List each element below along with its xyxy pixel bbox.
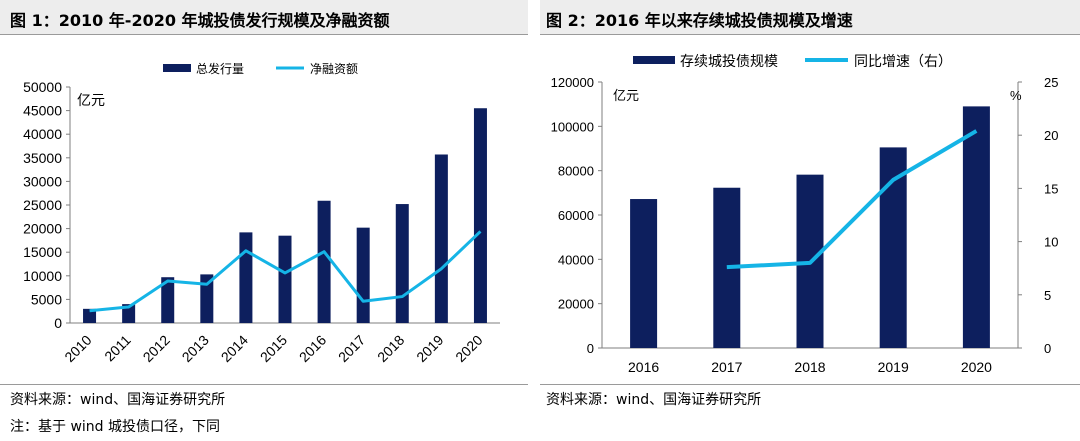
figure1-header-rule bbox=[0, 34, 528, 35]
y-tick-label: 50000 bbox=[23, 79, 62, 95]
outstanding-chart: 0 20000 40000 60000 80000 100000 120000 0 5 10 15 2… bbox=[551, 53, 1059, 375]
issuance-chart: 0 5000 10000 15000 20000 25000 30000 35000 40000… bbox=[23, 61, 500, 365]
y-tick-label: 25000 bbox=[23, 197, 62, 213]
figure2-source: 资料来源：wind、国海证券研究所 bbox=[546, 392, 762, 408]
y-tick-label: 40000 bbox=[23, 126, 62, 142]
bar-total-issuance bbox=[473, 108, 487, 324]
legend-label-line: 同比增速（右） bbox=[854, 53, 952, 69]
figure2-header-rule bbox=[540, 34, 1080, 35]
bar-total-issuance bbox=[317, 200, 331, 323]
y-tick-label: 20000 bbox=[23, 221, 62, 237]
bar-total-issuance bbox=[278, 235, 292, 323]
y-tick-label: 120000 bbox=[551, 75, 594, 90]
y2-unit-label: % bbox=[1010, 88, 1022, 103]
x-tick-label: 2019 bbox=[878, 359, 909, 375]
legend-swatch-bar bbox=[163, 64, 191, 72]
bar-total-issuance bbox=[83, 308, 97, 323]
figure1-title: 图 1：2010 年-2020 年城投债发行规模及净融资额 bbox=[10, 11, 390, 30]
bar-outstanding-scale bbox=[879, 147, 907, 348]
line-yoy-growth bbox=[726, 129, 978, 270]
line-net-financing bbox=[89, 230, 482, 313]
y-tick-label: 0 bbox=[587, 341, 594, 356]
bar-total-issuance bbox=[434, 154, 448, 323]
x-tick-label: 2017 bbox=[711, 359, 742, 375]
figure2-title: 图 2：2016 年以来存续城投债规模及增速 bbox=[546, 11, 853, 30]
bar-outstanding-scale bbox=[962, 106, 990, 348]
figure2-header: 图 2：2016 年以来存续城投债规模及增速 bbox=[540, 0, 1080, 34]
legend-label-line: 净融资额 bbox=[310, 62, 358, 76]
x-tick-label: 2016 bbox=[628, 359, 659, 375]
y-tick-label: 35000 bbox=[23, 150, 62, 166]
y2-tick-label: 15 bbox=[1044, 181, 1058, 196]
figure2-footer-rule bbox=[540, 384, 1080, 385]
y-tick-label: 20000 bbox=[558, 297, 594, 312]
y2-tick-label: 10 bbox=[1044, 235, 1058, 250]
y-tick-label: 10000 bbox=[23, 268, 62, 284]
y2-tick-label: 25 bbox=[1044, 75, 1058, 90]
y-unit-label: 亿元 bbox=[613, 88, 639, 103]
bar-total-issuance bbox=[122, 304, 136, 323]
y-tick-label: 5000 bbox=[31, 291, 62, 307]
y2-tick-label: 20 bbox=[1044, 128, 1058, 143]
y-tick-label: 80000 bbox=[558, 164, 594, 179]
y-tick-label: 40000 bbox=[558, 252, 594, 267]
x-tick-label: 2018 bbox=[794, 359, 825, 375]
figure1-footer-rule bbox=[0, 384, 528, 385]
x-tick-label: 2020 bbox=[961, 359, 992, 375]
figure1-footnote: 注：基于 wind 城投债口径，下同 bbox=[10, 419, 220, 435]
bar-total-issuance bbox=[200, 274, 214, 323]
y2-tick-label: 0 bbox=[1044, 341, 1051, 356]
y-tick-label: 45000 bbox=[23, 103, 62, 119]
y-tick-label: 100000 bbox=[551, 119, 594, 134]
legend-label-bar: 存续城投债规模 bbox=[680, 53, 778, 69]
y-tick-label: 60000 bbox=[558, 208, 594, 223]
legend-swatch-bar bbox=[633, 56, 675, 64]
bar-total-issuance bbox=[161, 277, 175, 323]
y2-tick-label: 5 bbox=[1044, 288, 1051, 303]
y-tick-label: 0 bbox=[54, 315, 62, 331]
figure1-source: 资料来源：wind、国海证券研究所 bbox=[10, 392, 226, 408]
legend-label-bar: 总发行量 bbox=[196, 61, 244, 76]
figure1-header: 图 1：2010 年-2020 年城投债发行规模及净融资额 bbox=[0, 0, 528, 34]
y-tick-label: 30000 bbox=[23, 173, 62, 189]
bar-outstanding-scale bbox=[630, 199, 658, 348]
y-unit-label: 亿元 bbox=[77, 92, 105, 108]
y-tick-label: 15000 bbox=[23, 244, 62, 260]
